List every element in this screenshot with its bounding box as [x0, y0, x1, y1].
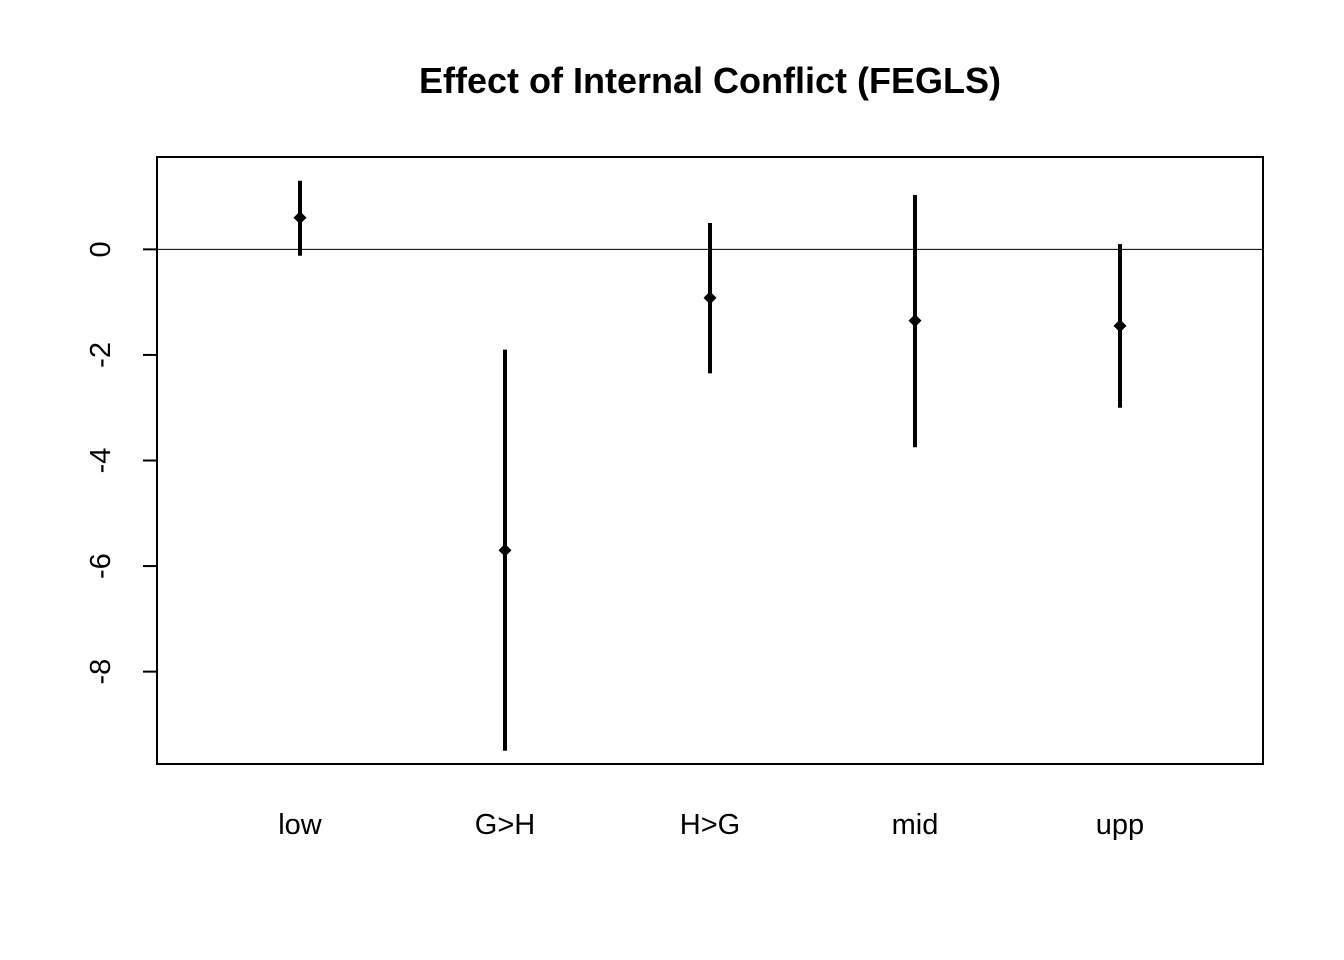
- x-category-label: mid: [892, 809, 939, 841]
- y-tick-label: -6: [85, 553, 117, 579]
- y-tick-label: -2: [85, 342, 117, 368]
- chart-title: Effect of Internal Conflict (FEGLS): [419, 60, 1001, 101]
- point-estimate-2: [703, 291, 717, 305]
- y-tick-label: -4: [85, 448, 117, 474]
- x-category-label: G>H: [475, 809, 535, 841]
- point-estimate-3: [908, 314, 922, 328]
- y-tick-label: -8: [85, 659, 117, 685]
- y-tick-label: 0: [85, 241, 117, 257]
- x-category-label: low: [278, 809, 323, 841]
- x-category-label: H>G: [680, 809, 740, 841]
- point-estimate-4: [1113, 319, 1127, 333]
- y-axis: 0 -2 -4 -6 -8: [85, 241, 157, 685]
- chart-marks: [293, 180, 1127, 751]
- x-category-label: upp: [1096, 809, 1144, 841]
- x-axis: low G>H H>G mid upp: [278, 809, 1144, 841]
- point-estimate-1: [498, 543, 512, 557]
- point-estimate-0: [293, 211, 307, 225]
